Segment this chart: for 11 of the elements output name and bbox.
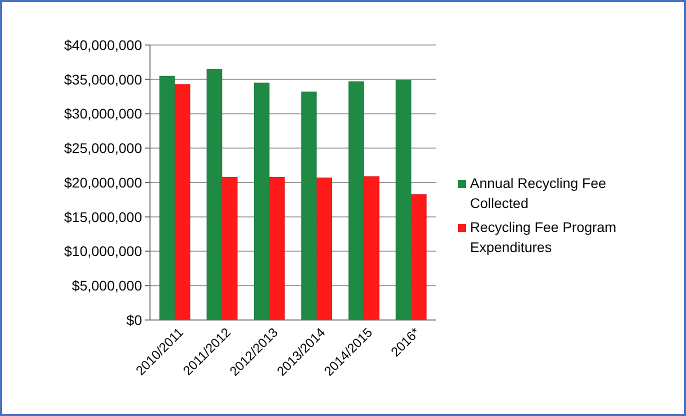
legend-label: Recycling Fee Program Expenditures (470, 219, 616, 255)
y-tick-label: $10,000,000 (64, 243, 142, 260)
y-tick-label: $30,000,000 (64, 106, 142, 122)
y-tick-label: $20,000,000 (64, 174, 142, 190)
legend-label: Annual Recycling Fee Collected (470, 175, 606, 211)
y-tick-label: $5,000,000 (72, 278, 142, 294)
y-tick-label: $35,000,000 (64, 71, 142, 88)
y-tick-label: $40,000,000 (64, 36, 142, 53)
y-tick-label: $25,000,000 (64, 140, 142, 156)
y-tick-label: $15,000,000 (64, 208, 142, 225)
y-tick-label: $0 (126, 312, 142, 328)
